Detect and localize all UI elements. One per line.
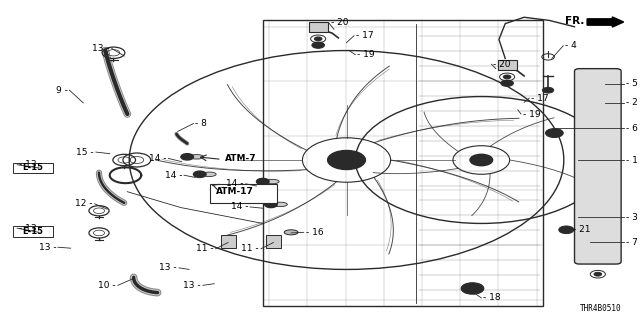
Text: 10 -: 10 -: [99, 281, 116, 290]
Circle shape: [328, 150, 365, 170]
Bar: [308, 22, 328, 32]
Text: 14 -: 14 -: [149, 154, 166, 163]
Text: - 21: - 21: [573, 225, 591, 234]
Circle shape: [257, 178, 269, 185]
Text: - 16: - 16: [305, 228, 323, 237]
Text: 15 -: 15 -: [76, 148, 94, 156]
Circle shape: [461, 283, 484, 294]
Text: - 7: - 7: [625, 238, 637, 247]
Circle shape: [314, 37, 322, 41]
Text: E-15: E-15: [22, 227, 44, 236]
Text: 13 -: 13 -: [92, 44, 109, 53]
Circle shape: [545, 129, 563, 138]
Text: - 3: - 3: [625, 212, 637, 222]
Circle shape: [265, 201, 277, 208]
Text: 11 -: 11 -: [196, 244, 214, 253]
Circle shape: [181, 154, 193, 160]
Circle shape: [563, 228, 570, 232]
Text: 12 -: 12 -: [76, 199, 93, 208]
Circle shape: [501, 80, 513, 86]
Text: - 6: - 6: [625, 124, 637, 133]
Text: 14 -: 14 -: [231, 203, 248, 212]
Text: 14 -: 14 -: [164, 171, 182, 180]
Text: - 20: - 20: [331, 19, 348, 28]
Circle shape: [559, 226, 574, 234]
Text: - 20: - 20: [493, 60, 511, 69]
Text: E-15: E-15: [22, 164, 44, 172]
Text: ATM-7: ATM-7: [225, 154, 257, 163]
Text: - 17: - 17: [531, 94, 548, 103]
Circle shape: [594, 272, 602, 276]
Text: - 5: - 5: [625, 79, 637, 88]
Text: - 13: - 13: [19, 160, 36, 169]
FancyBboxPatch shape: [211, 184, 277, 203]
Text: FR.: FR.: [565, 16, 584, 26]
Circle shape: [193, 171, 206, 178]
Ellipse shape: [202, 172, 216, 177]
Text: - 19: - 19: [357, 50, 375, 59]
FancyArrow shape: [587, 17, 623, 27]
Text: ATM-17: ATM-17: [216, 187, 253, 196]
Text: - 2: - 2: [625, 99, 637, 108]
Text: 11 -: 11 -: [241, 244, 259, 253]
Text: - 18: - 18: [483, 293, 501, 302]
Ellipse shape: [284, 230, 298, 235]
Ellipse shape: [189, 155, 204, 159]
Ellipse shape: [273, 202, 287, 207]
Text: - 4: - 4: [565, 41, 577, 50]
Text: 14 -: 14 -: [227, 179, 244, 188]
Text: - 17: - 17: [356, 31, 374, 40]
Circle shape: [550, 131, 559, 135]
Circle shape: [470, 154, 493, 166]
Bar: [498, 60, 516, 69]
FancyBboxPatch shape: [13, 226, 53, 237]
Bar: [221, 236, 236, 248]
Text: THR4B0510: THR4B0510: [580, 304, 621, 313]
Ellipse shape: [265, 179, 279, 184]
Text: 9 -: 9 -: [56, 86, 67, 95]
Circle shape: [503, 75, 511, 79]
FancyBboxPatch shape: [13, 163, 53, 173]
Text: - 13: - 13: [19, 224, 36, 233]
Text: - 1: - 1: [625, 156, 637, 164]
Bar: [266, 236, 281, 248]
Text: - 8: - 8: [195, 119, 207, 128]
Text: 13 -: 13 -: [184, 281, 201, 290]
Circle shape: [467, 286, 478, 291]
Bar: [263, 20, 543, 306]
Text: 13 -: 13 -: [159, 263, 177, 272]
Text: 13 -: 13 -: [38, 243, 56, 252]
FancyBboxPatch shape: [575, 69, 621, 264]
Text: - 19: - 19: [523, 109, 541, 118]
Circle shape: [312, 42, 324, 48]
Circle shape: [542, 87, 554, 93]
